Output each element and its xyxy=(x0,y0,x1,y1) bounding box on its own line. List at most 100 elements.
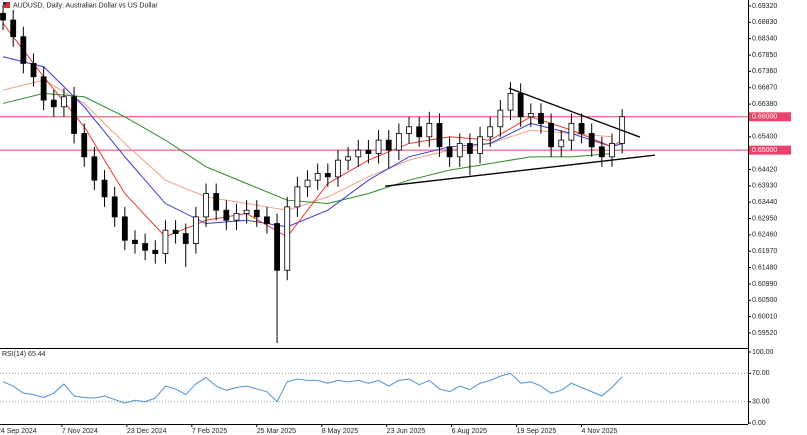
trendline xyxy=(508,87,641,138)
candle-body xyxy=(335,159,341,178)
candle-body xyxy=(91,156,98,181)
candle-body xyxy=(243,209,250,214)
candle-body xyxy=(406,126,412,134)
candle-body xyxy=(456,143,463,158)
candle-body xyxy=(436,123,443,148)
x-tick-label: 7 Nov 2024 xyxy=(62,428,98,435)
candle-body xyxy=(467,143,473,154)
axes: 0.69320 0.68830 0.68340 0.67850 0.67360 0.668… xyxy=(0,3,791,435)
candle-body xyxy=(172,229,179,234)
price-level-box xyxy=(749,145,791,155)
candle-body xyxy=(61,96,67,108)
candle-body xyxy=(345,156,352,161)
candle-body xyxy=(365,149,372,154)
candle-body xyxy=(0,12,6,21)
candle-body xyxy=(233,213,240,221)
candle-body xyxy=(294,186,301,208)
price-level-box xyxy=(749,112,791,122)
moving-average xyxy=(2,92,613,205)
rsi-plot xyxy=(0,372,748,404)
candle-body xyxy=(111,196,118,218)
price-level-label: 0.66000 xyxy=(752,114,777,121)
candle-body xyxy=(192,216,199,244)
candle-body xyxy=(375,139,382,154)
candle-body xyxy=(182,233,189,244)
candle-body xyxy=(578,123,585,134)
x-tick-label: 8 May 2025 xyxy=(322,428,359,435)
y-tick-label: 0.67850 xyxy=(752,52,777,59)
rsi-line xyxy=(2,372,623,404)
candle-body xyxy=(101,179,108,198)
y-tick-label: 0.59520 xyxy=(752,330,777,337)
candle-body xyxy=(274,223,280,271)
candle-body xyxy=(314,173,321,181)
candle-body xyxy=(50,99,57,108)
y-tick-label: 0.60500 xyxy=(752,297,777,304)
candle-body xyxy=(30,62,37,78)
candle-body xyxy=(223,209,230,221)
y-tick-label: 0.61480 xyxy=(752,264,777,271)
y-tick-label: 0.61970 xyxy=(752,248,777,255)
x-tick-label: 25 Mar 2025 xyxy=(257,428,296,435)
candle-body xyxy=(538,113,544,124)
y-tick-label: 0.66870 xyxy=(752,85,777,92)
x-tick-label: 4 Nov 2025 xyxy=(582,428,618,435)
y-tick-label: 0.60990 xyxy=(752,281,777,288)
candle-body xyxy=(416,126,423,138)
candle-body xyxy=(40,76,47,101)
candle-body xyxy=(598,146,605,158)
symbol-icon xyxy=(3,2,6,5)
y-tick-label: 100.00 xyxy=(752,349,774,356)
candle-body xyxy=(568,123,575,141)
candle-body xyxy=(10,19,17,38)
candle-body xyxy=(446,146,453,158)
x-tick-label: 23 Dec 2024 xyxy=(127,428,167,435)
candle-body xyxy=(385,139,392,151)
price-plot xyxy=(0,5,748,343)
candle-body xyxy=(132,239,138,244)
candle-body xyxy=(253,209,260,218)
candle-body xyxy=(284,206,291,271)
x-tick-label: 23 Jun 2025 xyxy=(387,428,426,435)
candle-body xyxy=(487,126,494,138)
candle-body xyxy=(477,136,483,154)
candle-body xyxy=(558,139,565,148)
y-tick-label: 0.67360 xyxy=(752,68,777,75)
symbol-icon xyxy=(3,2,10,8)
y-tick-label: 30.00 xyxy=(752,399,770,406)
y-tick-label: 0.62950 xyxy=(752,215,777,222)
candle-body xyxy=(497,109,504,128)
moving-average xyxy=(2,56,623,228)
candle-body xyxy=(71,96,77,134)
candle-body xyxy=(548,123,555,148)
candle-body xyxy=(517,93,524,118)
candle-body xyxy=(213,193,220,211)
candle-body xyxy=(264,216,270,224)
candle-body xyxy=(588,133,595,148)
y-tick-label: 70.00 xyxy=(752,370,770,377)
candle-body xyxy=(527,113,534,118)
x-tick-label: 19 Sep 2025 xyxy=(517,428,557,435)
candle-body xyxy=(152,249,159,254)
y-tick-label: 0.65400 xyxy=(752,134,777,141)
y-tick-label: 0.64420 xyxy=(752,166,777,173)
y-tick-label: 0.60010 xyxy=(752,313,777,320)
candle-body xyxy=(609,143,615,158)
y-tick-label: 0.69320 xyxy=(752,3,777,10)
y-tick-label: 0.00 xyxy=(752,420,766,427)
candle-body xyxy=(121,216,128,241)
moving-average xyxy=(2,79,613,211)
x-tick-label: 24 Sep 2024 xyxy=(0,428,37,435)
candle-body xyxy=(395,133,402,151)
x-tick-label: 7 Feb 2025 xyxy=(192,428,228,435)
candle-body xyxy=(81,133,88,158)
y-tick-label: 0.68830 xyxy=(752,19,777,26)
candle-body xyxy=(324,173,331,178)
price-level-label: 0.65000 xyxy=(752,147,777,154)
candle-body xyxy=(426,123,433,138)
trendline xyxy=(384,154,656,187)
chart-title: AUDUSD, Daily: Australian Dollar vs US D… xyxy=(13,2,158,9)
x-tick-label: 6 Aug 2025 xyxy=(452,428,488,435)
